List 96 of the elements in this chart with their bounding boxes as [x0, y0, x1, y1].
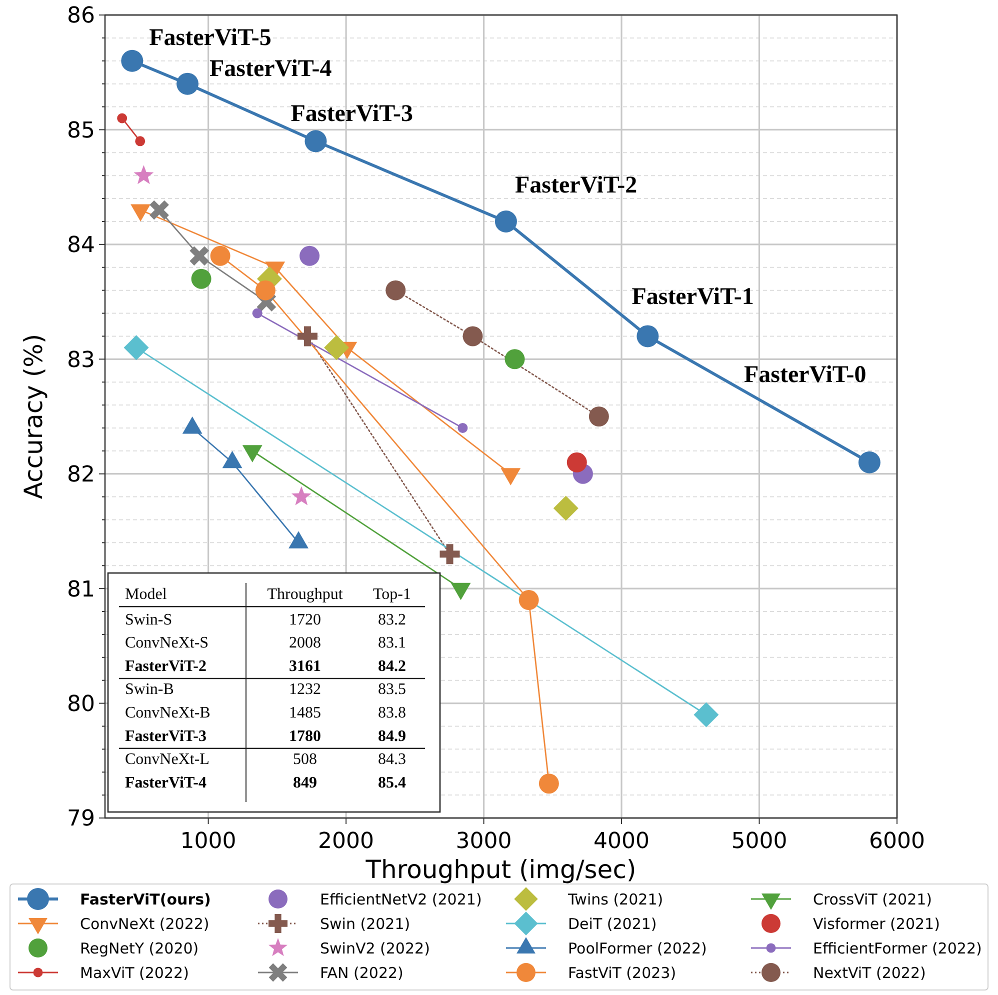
point	[191, 268, 212, 289]
x-tick-label: 5000	[731, 829, 788, 854]
annotation: 84.3	[378, 751, 406, 768]
y-tick-label: 84	[67, 233, 95, 258]
annotation: 85.4	[378, 774, 406, 792]
point	[386, 280, 406, 300]
legend-label: FAN (2022)	[320, 964, 404, 982]
annotation: ConvNeXt-L	[125, 751, 210, 768]
annotation: 2008	[289, 634, 321, 652]
y-tick-label: 82	[67, 462, 95, 488]
point	[121, 50, 144, 72]
point	[124, 335, 149, 360]
legend-label: RegNetY (2020)	[80, 939, 199, 958]
y-tick-label: 83	[67, 348, 95, 373]
point	[255, 280, 276, 300]
annotation: 84.2	[378, 658, 406, 675]
legend-label: CrossViT (2021)	[813, 890, 932, 908]
annotation: ConvNeXt-S	[125, 634, 209, 652]
legend-label: MaxViT (2022)	[80, 964, 189, 982]
annotation: 83.8	[378, 704, 406, 722]
x-tick-label: 1000	[180, 829, 236, 854]
legend-label: Twins (2021)	[567, 890, 664, 908]
legend-label: Swin (2021)	[320, 914, 410, 933]
point	[252, 308, 262, 318]
legend-label: Visformer (2021)	[813, 914, 940, 933]
y-tick-label: 85	[67, 118, 95, 144]
point	[324, 335, 350, 360]
y-tick-label: 86	[67, 4, 95, 29]
point	[291, 486, 312, 506]
point	[117, 113, 128, 124]
annotation: FasterViT-2	[514, 172, 638, 198]
annotation: FasterViT-2	[125, 658, 206, 675]
annotation: 3161	[289, 658, 321, 675]
point	[135, 136, 146, 146]
point	[176, 72, 199, 95]
y-tick-label: 81	[67, 577, 95, 602]
point	[440, 544, 460, 564]
point	[518, 590, 539, 610]
annotation: 508	[293, 751, 317, 768]
annotation: FasterViT-3	[290, 101, 413, 128]
y-axis-title: Accuracy (%)	[19, 334, 48, 500]
annotation: Swin-S	[125, 611, 172, 628]
point	[504, 349, 525, 370]
point	[210, 246, 230, 266]
y-tick-label: 79	[67, 806, 95, 832]
x-axis-title: Throughput (img/sec)	[364, 855, 636, 884]
annotation: 1720	[289, 611, 321, 628]
point	[588, 406, 609, 426]
point	[858, 451, 880, 474]
annotation: Top-1	[373, 586, 411, 603]
annotation: 1485	[289, 704, 321, 722]
annotation: ConvNeXt-B	[125, 704, 210, 722]
legend-label: ConvNeXt (2022)	[80, 914, 210, 933]
annotation: Swin-B	[125, 681, 174, 698]
annotation: 83.5	[378, 681, 406, 698]
annotation: FasterViT-4	[210, 56, 332, 82]
point	[297, 326, 318, 346]
x-tick-label: 3000	[456, 829, 512, 854]
x-tick-label: 4000	[594, 829, 650, 854]
legend-label: EfficientNetV2 (2021)	[320, 890, 482, 908]
point	[566, 452, 587, 472]
point	[494, 210, 517, 232]
legend-label: NextViT (2022)	[813, 964, 926, 982]
annotation: 84.9	[378, 728, 406, 745]
annotation: 1232	[289, 681, 321, 698]
annotation: 849	[293, 774, 317, 792]
legend-label: FastViT (2023)	[568, 964, 676, 982]
point	[458, 422, 468, 433]
legend-label: DeiT (2021)	[568, 914, 657, 933]
annotation: Model	[125, 586, 168, 603]
x-tick-label: 6000	[869, 829, 925, 854]
annotation: FasterViT-0	[744, 362, 866, 388]
annotation: Throughput	[267, 586, 344, 603]
legend-label: SwinV2 (2022)	[320, 939, 430, 958]
point	[538, 774, 559, 794]
annotation: FasterViT-5	[149, 24, 272, 51]
annotation: FasterViT-4	[125, 774, 206, 792]
legend-label: EfficientFormer (2022)	[813, 939, 982, 958]
point	[553, 496, 578, 521]
annotation: 83.1	[378, 634, 406, 652]
legend-label: PoolFormer (2022)	[568, 939, 707, 958]
y-tick-label: 80	[67, 692, 95, 717]
point	[636, 325, 659, 348]
annotation: FasterViT-1	[632, 284, 754, 310]
x-tick-label: 2000	[318, 829, 374, 854]
point	[462, 326, 483, 346]
point	[304, 130, 327, 152]
annotation: FasterViT-3	[125, 728, 206, 745]
point	[150, 200, 169, 220]
point	[300, 246, 320, 266]
annotation: 1780	[289, 728, 321, 745]
legend-label: FasterViT(ours)	[80, 890, 211, 908]
point	[190, 246, 210, 266]
point	[134, 165, 154, 184]
annotation: 83.2	[378, 611, 406, 628]
point	[694, 702, 719, 728]
